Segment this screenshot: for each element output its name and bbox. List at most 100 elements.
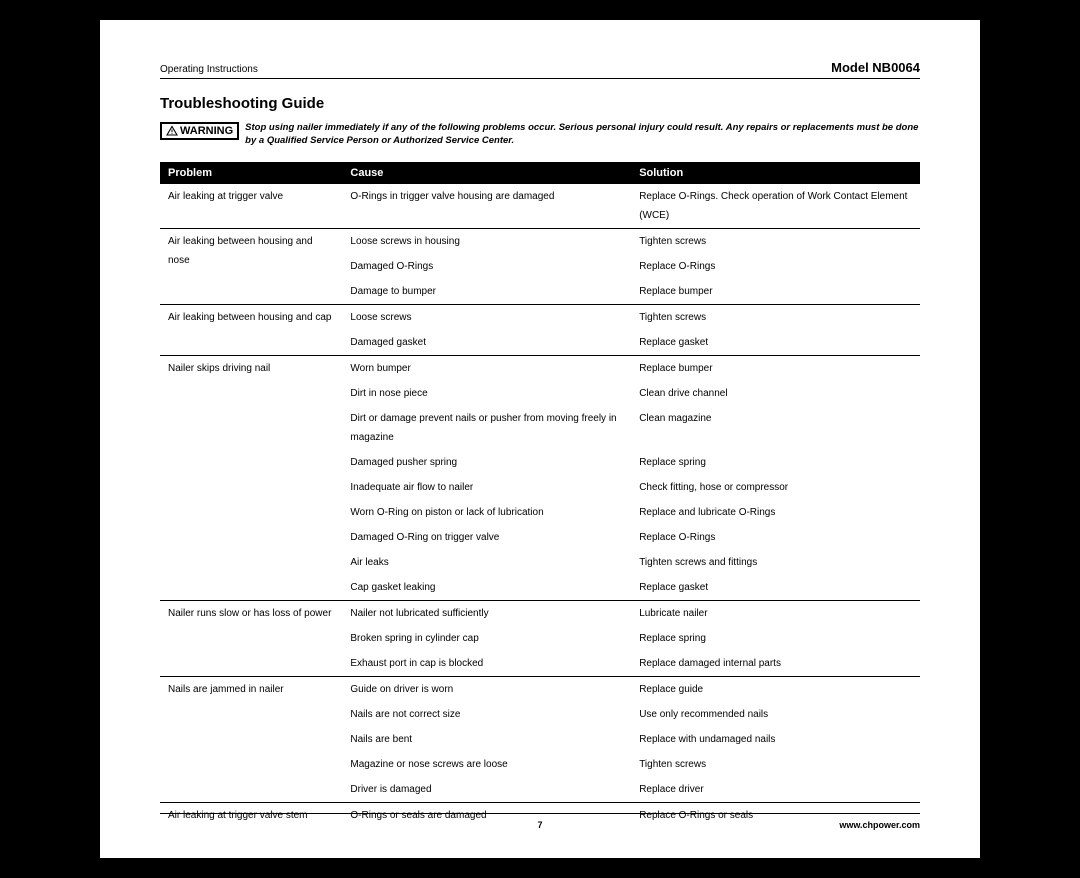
solution-cell: Use only recommended nails [631, 702, 920, 727]
cause-cell: Loose screws in housing [342, 229, 631, 254]
table-row: Worn O-Ring on piston or lack of lubrica… [342, 500, 920, 525]
page-header: Operating Instructions Model NB0064 [160, 60, 920, 79]
footer-url: www.chpower.com [839, 820, 920, 830]
rows-container: Guide on driver is wornReplace guideNail… [342, 677, 920, 802]
cause-cell: Worn bumper [342, 356, 631, 381]
cause-cell: Damaged pusher spring [342, 450, 631, 475]
col-header-solution: Solution [631, 162, 920, 184]
cause-cell: Air leaks [342, 550, 631, 575]
table-row: Nails are bentReplace with undamaged nai… [342, 727, 920, 752]
table-row: Damage to bumperReplace bumper [342, 279, 920, 304]
solution-cell: Lubricate nailer [631, 601, 920, 626]
col-header-cause: Cause [342, 162, 631, 184]
problem-cell: Air leaking between housing and cap [160, 305, 342, 355]
solution-cell: Replace spring [631, 450, 920, 475]
cause-cell: Nails are bent [342, 727, 631, 752]
table-row: Loose screwsTighten screws [342, 305, 920, 330]
table-row: Damaged O-Ring on trigger valveReplace O… [342, 525, 920, 550]
table-row: Exhaust port in cap is blockedReplace da… [342, 651, 920, 676]
table-row: Air leaksTighten screws and fittings [342, 550, 920, 575]
cause-cell: Driver is damaged [342, 777, 631, 802]
warning-block: WARNING Stop using nailer immediately if… [160, 122, 920, 148]
cause-cell: Damaged O-Ring on trigger valve [342, 525, 631, 550]
solution-cell: Replace driver [631, 777, 920, 802]
cause-cell: Loose screws [342, 305, 631, 330]
rows-container: Nailer not lubricated sufficientlyLubric… [342, 601, 920, 676]
page-number: 7 [537, 820, 542, 830]
solution-cell: Replace guide [631, 677, 920, 702]
table-row: Guide on driver is wornReplace guide [342, 677, 920, 702]
table-row: Dirt or damage prevent nails or pusher f… [342, 406, 920, 450]
rows-container: Worn bumperReplace bumperDirt in nose pi… [342, 356, 920, 600]
cause-cell: Worn O-Ring on piston or lack of lubrica… [342, 500, 631, 525]
cause-cell: Dirt in nose piece [342, 381, 631, 406]
solution-cell: Tighten screws [631, 229, 920, 254]
cause-cell: Guide on driver is worn [342, 677, 631, 702]
solution-cell: Tighten screws [631, 305, 920, 330]
solution-cell: Replace and lubricate O-Rings [631, 500, 920, 525]
solution-cell: Replace O-Rings [631, 254, 920, 279]
table-row: Dirt in nose pieceClean drive channel [342, 381, 920, 406]
solution-cell: Replace bumper [631, 356, 920, 381]
problem-cell: Nailer skips driving nail [160, 356, 342, 600]
cause-cell: Damage to bumper [342, 279, 631, 304]
warning-text: Stop using nailer immediately if any of … [245, 122, 920, 148]
solution-cell: Replace bumper [631, 279, 920, 304]
table-row: Driver is damagedReplace driver [342, 777, 920, 802]
solution-cell: Replace spring [631, 626, 920, 651]
table-row: Worn bumperReplace bumper [342, 356, 920, 381]
table-row: Magazine or nose screws are looseTighten… [342, 752, 920, 777]
problem-cell: Air leaking between housing and nose [160, 229, 342, 304]
table-row: Loose screws in housingTighten screws [342, 229, 920, 254]
warning-triangle-icon [166, 125, 178, 137]
cause-cell: Inadequate air flow to nailer [342, 475, 631, 500]
header-model: Model NB0064 [831, 60, 920, 75]
solution-cell: Tighten screws and fittings [631, 550, 920, 575]
table-group: Nailer runs slow or has loss of powerNai… [160, 601, 920, 677]
table-row: Nails are not correct sizeUse only recom… [342, 702, 920, 727]
rows-container: O-Rings in trigger valve housing are dam… [342, 184, 920, 228]
cause-cell: Magazine or nose screws are loose [342, 752, 631, 777]
table-group: Air leaking between housing and noseLoos… [160, 229, 920, 305]
solution-cell: Clean drive channel [631, 381, 920, 406]
cause-cell: Broken spring in cylinder cap [342, 626, 631, 651]
problem-cell: Nailer runs slow or has loss of power [160, 601, 342, 676]
table-header-row: Problem Cause Solution [160, 162, 920, 184]
rows-container: Loose screws in housingTighten screwsDam… [342, 229, 920, 304]
table-group: Nailer skips driving nailWorn bumperRepl… [160, 356, 920, 601]
table-row: Nailer not lubricated sufficientlyLubric… [342, 601, 920, 626]
solution-cell: Replace damaged internal parts [631, 651, 920, 676]
problem-cell: Nails are jammed in nailer [160, 677, 342, 802]
solution-cell: Replace O-Rings [631, 525, 920, 550]
document-page: Operating Instructions Model NB0064 Trou… [100, 20, 980, 858]
col-header-problem: Problem [160, 162, 342, 184]
table-row: Cap gasket leakingReplace gasket [342, 575, 920, 600]
problem-cell: Air leaking at trigger valve [160, 184, 342, 228]
section-title: Troubleshooting Guide [160, 95, 920, 112]
solution-cell: Replace with undamaged nails [631, 727, 920, 752]
table-row: Damaged pusher springReplace spring [342, 450, 920, 475]
cause-cell: Nails are not correct size [342, 702, 631, 727]
cause-cell: Damaged gasket [342, 330, 631, 355]
solution-cell: Tighten screws [631, 752, 920, 777]
warning-label: WARNING [180, 125, 233, 137]
solution-cell: Clean magazine [631, 406, 920, 450]
table-row: Broken spring in cylinder capReplace spr… [342, 626, 920, 651]
cause-cell: Nailer not lubricated sufficiently [342, 601, 631, 626]
table-row: Inadequate air flow to nailerCheck fitti… [342, 475, 920, 500]
cause-cell: Damaged O-Rings [342, 254, 631, 279]
table-group: Air leaking at trigger valveO-Rings in t… [160, 184, 920, 229]
table-row: Damaged O-RingsReplace O-Rings [342, 254, 920, 279]
table-group: Nails are jammed in nailerGuide on drive… [160, 677, 920, 803]
solution-cell: Replace O-Rings. Check operation of Work… [631, 184, 920, 228]
solution-cell: Replace gasket [631, 575, 920, 600]
cause-cell: O-Rings in trigger valve housing are dam… [342, 184, 631, 228]
cause-cell: Dirt or damage prevent nails or pusher f… [342, 406, 631, 450]
rows-container: Loose screwsTighten screwsDamaged gasket… [342, 305, 920, 355]
header-left: Operating Instructions [160, 64, 258, 75]
troubleshooting-table: Problem Cause Solution Air leaking at tr… [160, 162, 920, 828]
table-row: Damaged gasketReplace gasket [342, 330, 920, 355]
warning-badge: WARNING [160, 122, 239, 140]
cause-cell: Cap gasket leaking [342, 575, 631, 600]
table-row: O-Rings in trigger valve housing are dam… [342, 184, 920, 228]
